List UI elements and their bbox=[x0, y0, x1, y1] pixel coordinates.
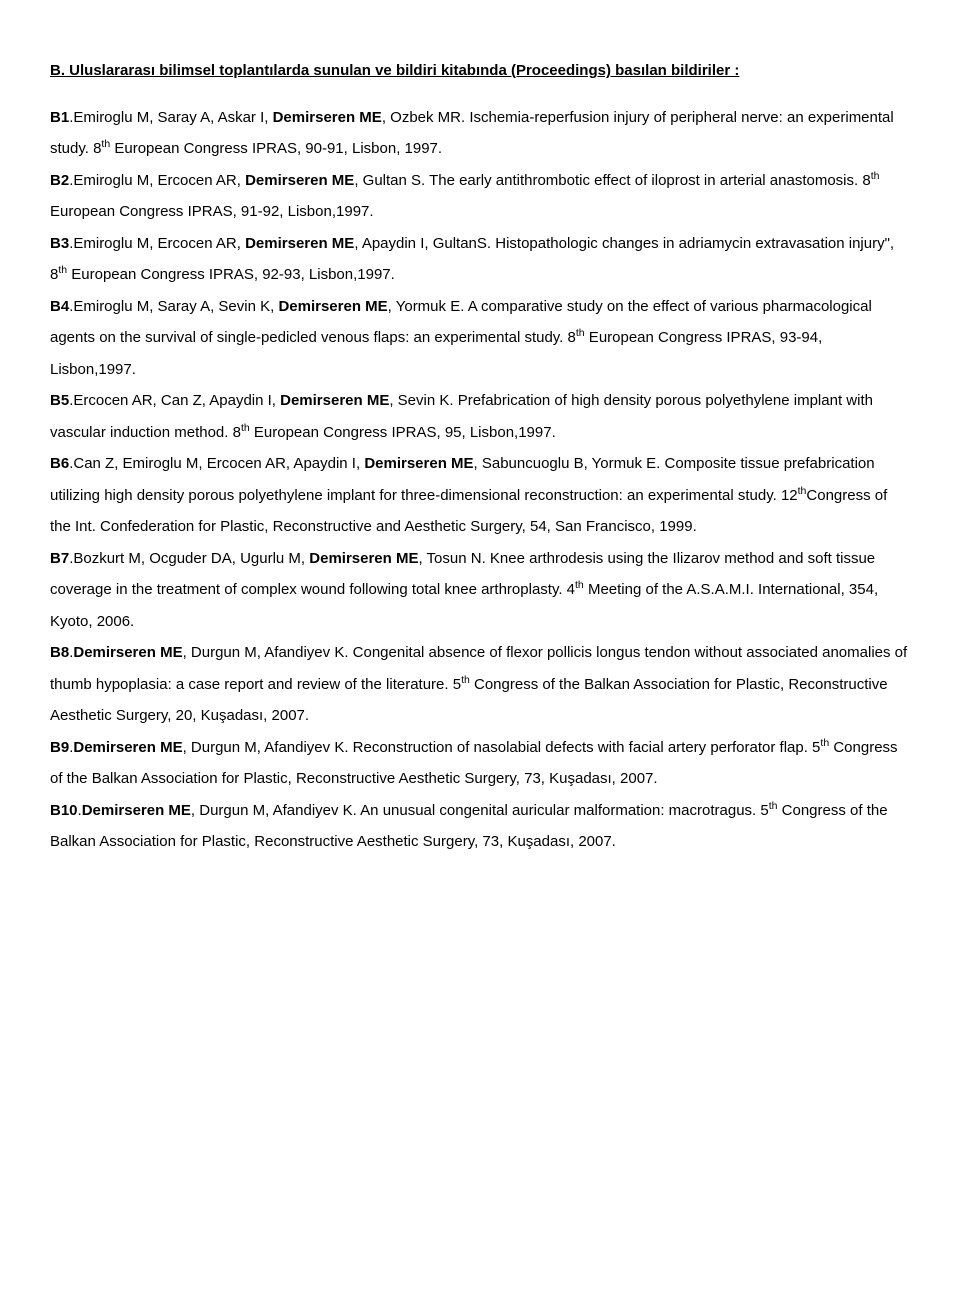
entry-b8: B8.Demirseren ME, Durgun M, Afandiyev K.… bbox=[50, 637, 910, 732]
entry-b5: B5.Ercocen AR, Can Z, Apaydin I, Demirse… bbox=[50, 385, 910, 448]
entry-text-pre: .Emiroglu M, Ercocen AR, bbox=[69, 235, 245, 252]
entry-label: B1 bbox=[50, 109, 69, 126]
entry-text-pre: .Emiroglu M, Saray A, Askar I, bbox=[69, 109, 272, 126]
entry-author-bold: Demirseren ME bbox=[309, 550, 418, 567]
entry-tail: European Congress IPRAS, 95, Lisbon,1997… bbox=[250, 424, 556, 441]
entry-author-bold: Demirseren ME bbox=[273, 109, 382, 126]
entry-b10: B10.Demirseren ME, Durgun M, Afandiyev K… bbox=[50, 795, 910, 858]
entry-b2: B2.Emiroglu M, Ercocen AR, Demirseren ME… bbox=[50, 165, 910, 228]
entry-text-pre: .Bozkurt M, Ocguder DA, Ugurlu M, bbox=[69, 550, 309, 567]
entry-author-bold: Demirseren ME bbox=[73, 644, 182, 661]
entry-sup: th bbox=[101, 138, 110, 150]
entry-author-bold: Demirseren ME bbox=[364, 455, 473, 472]
entry-text-post: , Gultan S. The early antithrombotic eff… bbox=[354, 172, 870, 189]
entry-text-pre: .Emiroglu M, Ercocen AR, bbox=[69, 172, 245, 189]
entry-text-pre: .Emiroglu M, Saray A, Sevin K, bbox=[69, 298, 278, 315]
entry-author-bold: Demirseren ME bbox=[278, 298, 387, 315]
entry-label: B7 bbox=[50, 550, 69, 567]
entry-sup: th bbox=[58, 264, 67, 276]
entry-b1: B1.Emiroglu M, Saray A, Askar I, Demirse… bbox=[50, 102, 910, 165]
entry-label: B9 bbox=[50, 739, 69, 756]
entry-text-pre: .Ercocen AR, Can Z, Apaydin I, bbox=[69, 392, 280, 409]
entry-sup: th bbox=[871, 170, 880, 182]
entry-sup: th bbox=[769, 800, 778, 812]
entry-text-post: , Durgun M, Afandiyev K. Reconstruction … bbox=[183, 739, 821, 756]
entry-author-bold: Demirseren ME bbox=[73, 739, 182, 756]
entry-label: B4 bbox=[50, 298, 69, 315]
entry-label: B8 bbox=[50, 644, 69, 661]
entry-b6: B6.Can Z, Emiroglu M, Ercocen AR, Apaydi… bbox=[50, 448, 910, 543]
entry-text-pre: .Can Z, Emiroglu M, Ercocen AR, Apaydin … bbox=[69, 455, 364, 472]
entry-sup: th bbox=[461, 674, 470, 686]
entry-label: B6 bbox=[50, 455, 69, 472]
entry-tail: European Congress IPRAS, 92-93, Lisbon,1… bbox=[67, 266, 395, 283]
entry-author-bold: Demirseren ME bbox=[245, 172, 354, 189]
entry-label: B2 bbox=[50, 172, 69, 189]
entry-sup: th bbox=[241, 422, 250, 434]
entry-author-bold: Demirseren ME bbox=[82, 802, 191, 819]
entry-text-post: , Durgun M, Afandiyev K. An unusual cong… bbox=[191, 802, 769, 819]
entry-b9: B9.Demirseren ME, Durgun M, Afandiyev K.… bbox=[50, 732, 910, 795]
entry-b3: B3.Emiroglu M, Ercocen AR, Demirseren ME… bbox=[50, 228, 910, 291]
entry-tail: European Congress IPRAS, 90-91, Lisbon, … bbox=[110, 140, 442, 157]
entry-label: B5 bbox=[50, 392, 69, 409]
entry-sup: th bbox=[820, 737, 829, 749]
entry-sup: th bbox=[576, 327, 585, 339]
entry-author-bold: Demirseren ME bbox=[280, 392, 389, 409]
entry-b7: B7.Bozkurt M, Ocguder DA, Ugurlu M, Demi… bbox=[50, 543, 910, 638]
entry-label: B3 bbox=[50, 235, 69, 252]
entry-sup: th bbox=[575, 579, 584, 591]
entry-b4: B4.Emiroglu M, Saray A, Sevin K, Demirse… bbox=[50, 291, 910, 386]
entry-label: B10 bbox=[50, 802, 78, 819]
entry-tail: European Congress IPRAS, 91-92, Lisbon,1… bbox=[50, 203, 374, 220]
section-heading: B. Uluslararası bilimsel toplantılarda s… bbox=[50, 55, 910, 87]
entry-author-bold: Demirseren ME bbox=[245, 235, 354, 252]
